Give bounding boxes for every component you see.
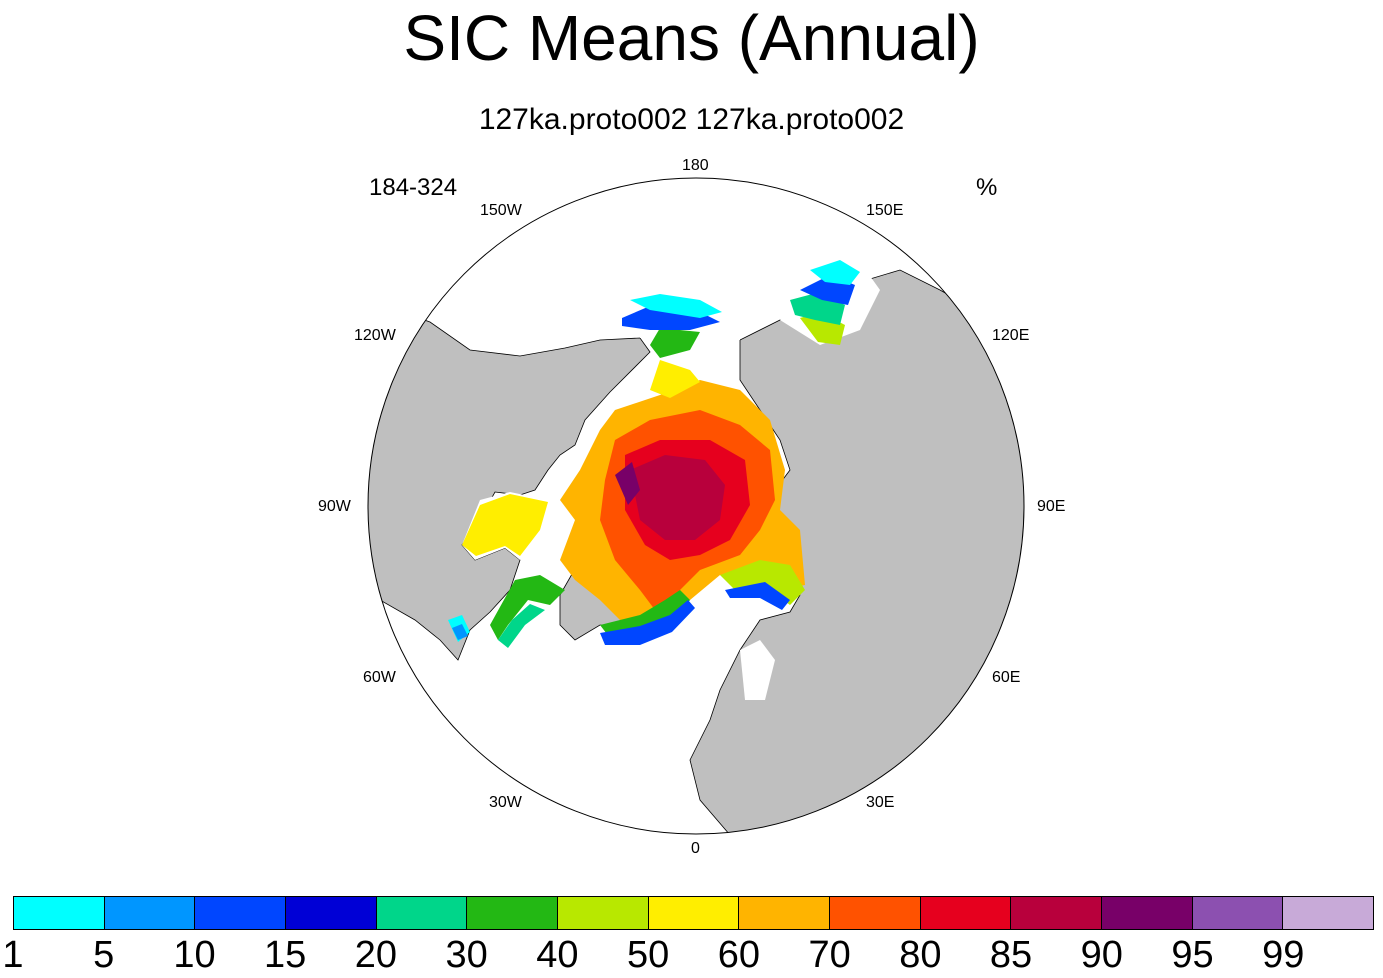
lon-label-150e: 150E [866, 202, 904, 219]
colorbar-box [14, 897, 105, 929]
colorbar-box [558, 897, 649, 929]
lon-label-60w: 60W [363, 669, 396, 686]
land-north-america [368, 299, 651, 661]
colorbar-box [1102, 897, 1193, 929]
lon-label-150w: 150W [480, 202, 522, 219]
colorbar-box [1192, 897, 1284, 929]
colorbar-label: 20 [354, 934, 398, 976]
colorbar-label: 40 [536, 934, 579, 976]
colorbar-label: 99 [1262, 934, 1305, 976]
colorbar-box [376, 897, 468, 929]
colorbar-box [1283, 897, 1374, 929]
colorbar [13, 896, 1374, 930]
ice-85 [630, 455, 725, 540]
units-label: % [976, 174, 998, 201]
time-range-label: 184-324 [369, 174, 458, 201]
colorbar-label: 70 [808, 934, 851, 976]
colorbar-label: 95 [1171, 934, 1214, 976]
lon-label-90w: 90W [318, 498, 351, 515]
lon-label-30w: 30W [489, 794, 522, 811]
lon-label-30e: 30E [866, 794, 895, 811]
colorbar-box [286, 897, 377, 929]
colorbar-box [739, 897, 831, 929]
lon-label-0: 0 [691, 840, 700, 857]
ice-margin-labrador [490, 575, 565, 640]
colorbar-label: 30 [445, 934, 488, 976]
colorbar-box [467, 897, 559, 929]
ice-beaufort [650, 360, 700, 398]
map-subtitle: 127ka.proto002 127ka.proto002 [478, 103, 905, 136]
colorbar-label: 5 [93, 934, 115, 976]
colorbar-label: 15 [264, 934, 307, 976]
lon-label-90e: 90E [1037, 498, 1066, 515]
ice-90 [615, 462, 640, 505]
colorbar-box [1011, 897, 1103, 929]
colorbar-label: 1 [2, 934, 24, 976]
lon-label-120w: 120W [354, 327, 396, 344]
colorbar-label: 50 [626, 934, 670, 976]
ice-bering [650, 328, 700, 358]
lon-label-180: 180 [682, 157, 709, 174]
map-title: SIC Means (Annual) [403, 2, 980, 74]
map-border [367, 177, 1025, 835]
colorbar-box [104, 897, 196, 929]
colorbar-box [648, 897, 740, 929]
colorbar-box [195, 897, 287, 929]
colorbar-box [830, 897, 921, 929]
colorbar-label: 90 [1080, 934, 1123, 976]
colorbar-label: 10 [173, 934, 216, 976]
lon-label-60e: 60E [992, 669, 1021, 686]
colorbar-label: 60 [717, 934, 760, 976]
colorbar-box [920, 897, 1012, 929]
lon-label-120e: 120E [992, 327, 1030, 344]
ice-hudson [462, 494, 548, 556]
colorbar-label: 80 [899, 934, 942, 976]
colorbar-label: 85 [989, 934, 1033, 976]
